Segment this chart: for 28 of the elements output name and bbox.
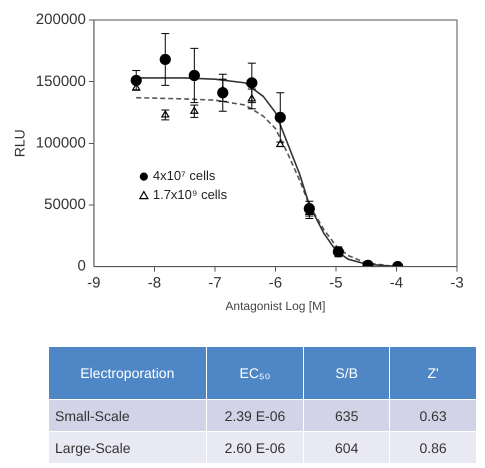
x-tick-label: -7: [208, 274, 222, 292]
y-tick-label: 200000: [36, 11, 86, 28]
text: Small-Scale: [48, 400, 206, 432]
y-tick-label: 100000: [36, 134, 86, 152]
category-label: S/B: [304, 346, 390, 400]
x-tick-label: -5: [329, 274, 343, 292]
x-tick-label: -4: [390, 274, 404, 292]
text: 604: [304, 432, 390, 464]
x-axis-title: Antagonist Log [M]: [225, 299, 326, 314]
text: Large-Scale: [48, 432, 206, 464]
text: 0.86: [390, 432, 476, 464]
x-tick-label: -9: [87, 274, 101, 292]
category-label: Z': [390, 346, 476, 400]
category-label: Electroporation: [48, 346, 206, 400]
text: 635: [304, 400, 390, 432]
x-tick-label: -3: [450, 274, 464, 292]
legend-label: 1.7x10⁹ cells: [152, 187, 228, 202]
x-tick-label: -6: [268, 274, 282, 292]
text: 2.39 E-06: [206, 400, 304, 432]
legend-label: 4x10⁷ cells: [152, 168, 216, 184]
y-tick-label: 0: [78, 258, 86, 275]
text: 0.63: [390, 400, 476, 432]
text: 2.60 E-06: [206, 432, 304, 464]
y-tick-label: 150000: [36, 72, 86, 90]
x-tick-label: -8: [148, 274, 162, 292]
y-tick-label: 50000: [44, 196, 86, 214]
category-label: EC₅₀: [206, 346, 304, 400]
y-axis-title: RLU: [11, 129, 28, 158]
